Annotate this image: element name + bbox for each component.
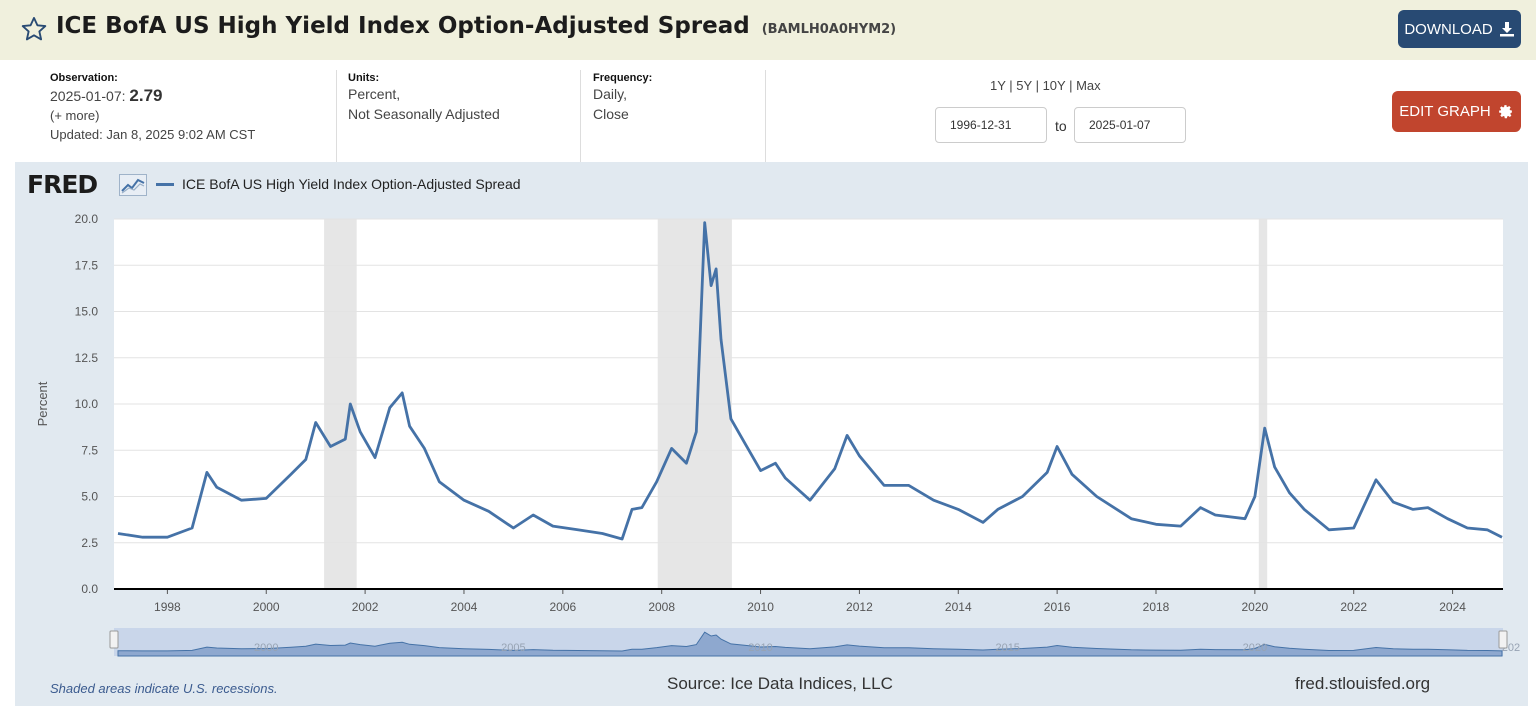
more-observations-link[interactable]: (+ more) [50, 108, 100, 123]
x-tick-label: 2006 [549, 600, 576, 614]
observation-value: 2.79 [129, 86, 163, 105]
end-date-input[interactable]: 2025-01-07 [1074, 107, 1186, 143]
divider [580, 70, 581, 162]
range-selector: 1Y | 5Y | 10Y | Max [990, 78, 1101, 93]
observation-label: Observation: [50, 72, 118, 84]
range-5y[interactable]: 5Y [1016, 78, 1032, 93]
divider [765, 70, 766, 162]
x-tick-label: 2008 [648, 600, 675, 614]
x-tick-label: 2018 [1143, 600, 1170, 614]
x-tick-label: 1998 [154, 600, 181, 614]
site-url[interactable]: fred.stlouisfed.org [1295, 674, 1431, 693]
navigator-label: 2010 [748, 642, 772, 654]
y-tick-label: 0.0 [81, 582, 98, 596]
y-tick-label: 17.5 [75, 258, 99, 272]
range-10y[interactable]: 10Y [1042, 78, 1066, 93]
navigator-label: 2015 [995, 642, 1019, 654]
observation-block: Observation: 2025-01-07: 2.79 (+ more) U… [50, 62, 255, 160]
edit-graph-label: EDIT GRAPH [1399, 103, 1491, 120]
series-title: ICE BofA US High Yield Index Option-Adju… [56, 13, 750, 39]
title-bar [0, 0, 1536, 60]
x-tick-label: 2010 [747, 600, 774, 614]
frequency-label: Frequency: [593, 72, 653, 84]
source-text: Source: Ice Data Indices, LLC [667, 674, 893, 693]
chart-logo-icon [119, 174, 147, 196]
x-tick-label: 2014 [945, 600, 972, 614]
y-tick-label: 15.0 [75, 305, 99, 319]
units-block: Units: Percent, Not Seasonally Adjusted [348, 62, 500, 160]
download-icon [1499, 22, 1514, 37]
x-tick-label: 2002 [352, 600, 379, 614]
y-tick-label: 12.5 [75, 351, 99, 365]
star-icon[interactable] [20, 15, 48, 43]
units-label: Units: [348, 72, 380, 84]
y-tick-label: 5.0 [81, 490, 98, 504]
observation-date: 2025-01-07: [50, 88, 126, 104]
x-tick-label: 2012 [846, 600, 873, 614]
to-label: to [1055, 118, 1067, 134]
units-line2: Not Seasonally Adjusted [348, 106, 500, 122]
legend-swatch [156, 182, 174, 186]
y-tick-label: 7.5 [81, 443, 98, 457]
divider [336, 70, 337, 162]
y-tick-label: 10.0 [75, 397, 99, 411]
x-tick-label: 2024 [1439, 600, 1466, 614]
y-tick-label: 20.0 [75, 212, 99, 226]
navigator-label: 2000 [254, 642, 278, 654]
units-line1: Percent, [348, 86, 401, 102]
navigator-handle[interactable] [1498, 630, 1508, 649]
navigator-area [117, 631, 1503, 657]
start-date-input[interactable]: 1996-12-31 [935, 107, 1047, 143]
range-max[interactable]: Max [1076, 78, 1101, 93]
x-tick-label: 2022 [1340, 600, 1367, 614]
x-tick-label: 2004 [451, 600, 478, 614]
navigator-handle[interactable] [109, 630, 119, 649]
x-tick-label: 2016 [1044, 600, 1071, 614]
download-button[interactable]: DOWNLOAD [1398, 10, 1521, 48]
navigator-label: 2005 [501, 642, 525, 654]
series-line [117, 221, 1503, 541]
frequency-line1: Daily, [593, 86, 627, 102]
x-tick-label: 2000 [253, 600, 280, 614]
fred-logo: FRED [27, 170, 98, 199]
legend-label: ICE BofA US High Yield Index Option-Adju… [182, 176, 521, 192]
range-1y[interactable]: 1Y [990, 78, 1006, 93]
edit-graph-button[interactable]: EDIT GRAPH [1392, 91, 1521, 132]
recession-note: Shaded areas indicate U.S. recessions. [50, 681, 278, 696]
gear-icon [1498, 105, 1512, 119]
x-tick-label: 2020 [1242, 600, 1269, 614]
legend: ICE BofA US High Yield Index Option-Adju… [156, 176, 521, 192]
y-axis-label: Percent [35, 381, 50, 426]
updated-label: Updated: [50, 127, 103, 142]
page-title: ICE BofA US High Yield Index Option-Adju… [56, 13, 896, 39]
download-label: DOWNLOAD [1404, 20, 1493, 38]
navigator-label: 2020 [1243, 642, 1267, 654]
series-id: (BAMLH0A0HYM2) [761, 22, 897, 37]
frequency-line2: Close [593, 106, 629, 122]
frequency-block: Frequency: Daily, Close [593, 62, 652, 160]
updated-value: Jan 8, 2025 9:02 AM CST [106, 127, 256, 142]
y-tick-label: 2.5 [81, 536, 98, 550]
